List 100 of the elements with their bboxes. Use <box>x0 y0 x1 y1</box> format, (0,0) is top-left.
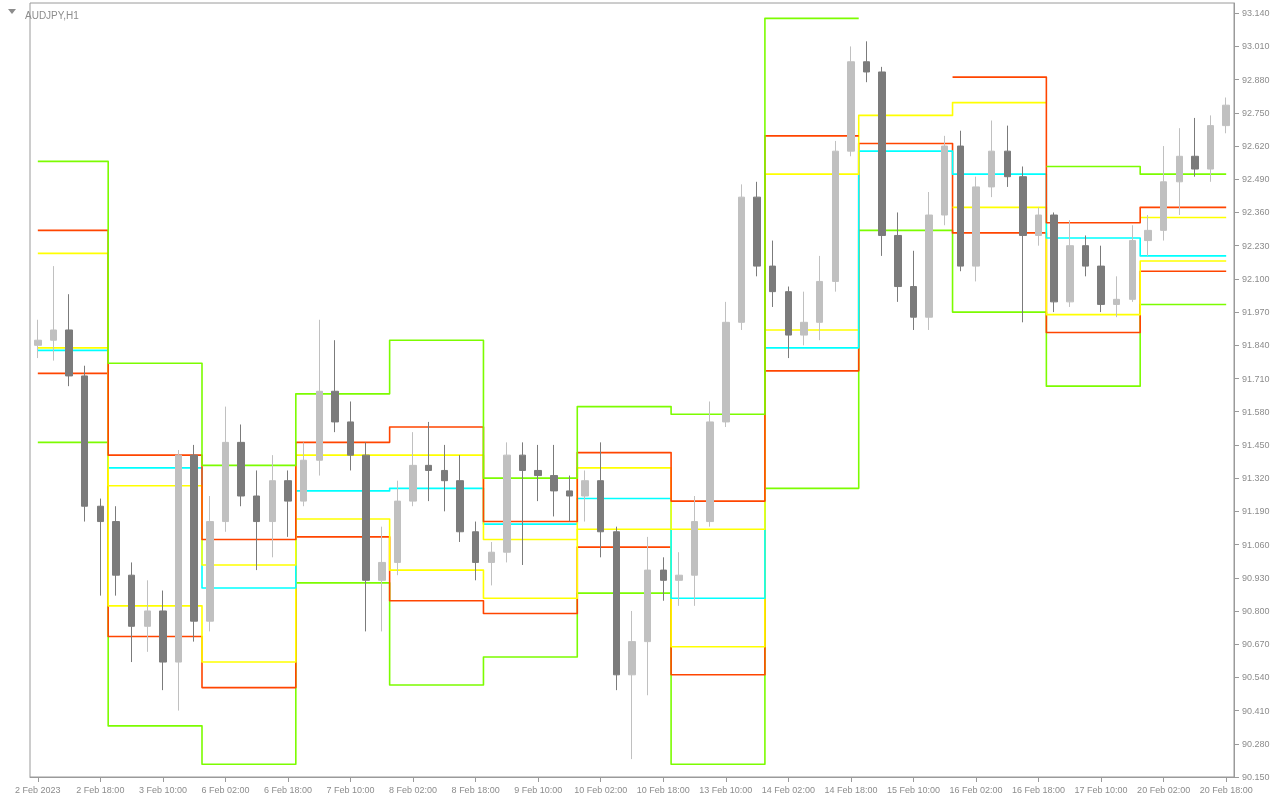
candlestick <box>1019 165 1027 323</box>
candlestick <box>1160 145 1167 242</box>
candlestick <box>488 541 495 586</box>
candlestick <box>800 291 808 346</box>
y-tick-label: 91.060 <box>1242 539 1270 550</box>
candlestick <box>972 176 980 282</box>
candlestick <box>190 444 198 643</box>
candlestick <box>863 40 870 83</box>
y-tick-label: 91.320 <box>1242 473 1270 484</box>
candlestick <box>300 441 307 507</box>
candlestick <box>1191 117 1199 178</box>
candlestick <box>456 454 464 543</box>
y-tick-label: 92.360 <box>1242 207 1270 218</box>
candlestick <box>1144 214 1152 257</box>
candlestick <box>81 365 88 523</box>
x-tick-label: 8 Feb 18:00 <box>451 784 500 795</box>
y-tick-label: 93.140 <box>1242 8 1270 19</box>
y-tick-label: 90.410 <box>1242 705 1270 716</box>
candlestick <box>534 444 542 502</box>
x-tick-label: 2 Feb 18:00 <box>76 784 125 795</box>
x-tick-label: 6 Feb 02:00 <box>201 784 250 795</box>
x-tick-label: 20 Feb 18:00 <box>1199 784 1253 795</box>
y-tick-label: 90.800 <box>1242 605 1270 616</box>
x-tick-label: 2 Feb 2023 <box>15 784 61 795</box>
candlestick <box>566 475 573 523</box>
candlestick <box>925 191 933 331</box>
y-tick-label: 92.100 <box>1242 273 1270 284</box>
candlestick <box>691 495 698 607</box>
y-tick-label: 92.490 <box>1242 174 1270 185</box>
candlestick <box>941 135 948 226</box>
candlestick <box>347 401 354 471</box>
y-tick-label: 90.930 <box>1242 572 1270 583</box>
candlestick <box>175 449 182 712</box>
candlestick <box>316 319 323 477</box>
candlestick <box>237 423 245 507</box>
x-tick-label: 14 Feb 02:00 <box>761 784 815 795</box>
candlestick <box>1097 245 1105 313</box>
y-tick-label: 90.540 <box>1242 672 1270 683</box>
candlestick <box>1004 125 1011 188</box>
x-tick-label: 14 Feb 18:00 <box>824 784 878 795</box>
candlestick <box>1113 275 1120 318</box>
candlestick <box>910 250 917 331</box>
candlestick <box>206 495 214 632</box>
candlestick <box>378 526 386 632</box>
candlestick <box>847 45 855 157</box>
candlestick <box>675 551 683 607</box>
x-tick-label: 13 Feb 10:00 <box>699 784 753 795</box>
candlestick <box>97 498 104 597</box>
candlestick <box>660 556 667 602</box>
candlestick <box>816 255 823 341</box>
text: AUDJPY,H1 <box>25 9 80 21</box>
y-tick-label: 92.620 <box>1242 141 1270 152</box>
candlestick <box>409 431 417 507</box>
candlestick <box>785 286 792 359</box>
candlestick <box>1129 224 1136 303</box>
candlestick <box>269 454 276 558</box>
candlestick <box>753 181 761 277</box>
y-tick-label: 91.580 <box>1242 406 1270 417</box>
y-tick-label: 90.280 <box>1242 738 1270 749</box>
candlestick <box>722 301 730 428</box>
candlestick <box>441 444 448 512</box>
candlestick <box>1207 114 1214 183</box>
candlestick <box>519 441 526 566</box>
candlestick <box>878 66 886 257</box>
candlestick <box>894 211 902 303</box>
y-tick-label: 92.230 <box>1242 240 1270 251</box>
y-tick-label: 91.190 <box>1242 506 1270 517</box>
y-tick-label: 92.880 <box>1242 74 1270 85</box>
candlestick <box>832 140 839 293</box>
candlestick <box>112 505 120 597</box>
y-tick-label: 91.840 <box>1242 340 1270 351</box>
candlestick <box>769 240 776 308</box>
candlestick <box>1035 206 1042 247</box>
y-tick-label: 92.750 <box>1242 107 1270 118</box>
candlestick <box>613 526 620 691</box>
candlestick <box>706 401 714 528</box>
candlestick <box>957 130 964 272</box>
candlestick <box>550 444 558 517</box>
y-tick-label: 90.670 <box>1242 639 1270 650</box>
candlestick <box>65 293 73 387</box>
y-tick-label: 91.970 <box>1242 307 1270 318</box>
candlestick <box>1082 234 1089 277</box>
candlestick <box>253 469 260 571</box>
x-tick-label: 10 Feb 18:00 <box>636 784 690 795</box>
candlestick <box>1050 211 1058 313</box>
x-tick-label: 6 Feb 18:00 <box>263 784 313 795</box>
candlestick <box>50 265 57 362</box>
y-tick-label: 90.150 <box>1242 772 1270 782</box>
x-tick-label: 10 Feb 02:00 <box>574 784 628 795</box>
x-tick-label: 16 Feb 02:00 <box>949 784 1003 795</box>
y-tick-label: 91.450 <box>1242 439 1270 450</box>
x-tick-label: 9 Feb 10:00 <box>514 784 563 795</box>
candlestick <box>1066 219 1074 308</box>
candlestick <box>425 421 432 502</box>
candlestick <box>988 120 995 198</box>
y-tick-label: 93.010 <box>1242 41 1270 52</box>
candlestick <box>222 406 229 533</box>
candlestick <box>284 469 292 538</box>
x-tick-label: 3 Feb 10:00 <box>138 784 187 795</box>
candlestick <box>581 469 589 523</box>
